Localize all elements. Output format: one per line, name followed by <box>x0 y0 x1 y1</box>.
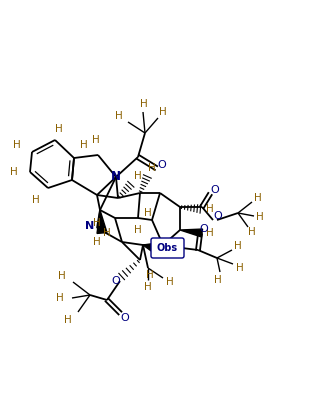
Text: H: H <box>56 293 64 303</box>
Text: N: N <box>85 221 95 231</box>
Text: O: O <box>120 313 129 323</box>
Text: H: H <box>206 228 214 238</box>
Text: H: H <box>144 208 152 218</box>
Text: O: O <box>112 276 120 286</box>
Text: H: H <box>148 163 156 173</box>
Text: H: H <box>115 111 123 121</box>
Polygon shape <box>180 229 203 237</box>
Text: H: H <box>58 271 66 281</box>
Text: Obs: Obs <box>157 243 177 253</box>
Text: H: H <box>55 124 63 134</box>
Text: H: H <box>214 275 222 285</box>
Text: H: H <box>140 99 148 109</box>
Text: H: H <box>248 227 256 237</box>
Text: H: H <box>134 225 142 235</box>
Text: H: H <box>93 237 101 247</box>
Text: H: H <box>13 140 21 150</box>
Text: H: H <box>159 107 167 117</box>
Text: H: H <box>144 282 152 292</box>
Text: H: H <box>234 241 242 251</box>
Polygon shape <box>143 243 156 253</box>
Text: O: O <box>213 211 222 221</box>
Text: H: H <box>166 277 174 287</box>
Text: H: H <box>92 135 100 145</box>
Text: N: N <box>111 170 121 183</box>
Text: H: H <box>80 140 88 150</box>
FancyBboxPatch shape <box>151 238 184 258</box>
Text: H: H <box>134 171 142 181</box>
Text: H: H <box>206 204 214 214</box>
Text: O: O <box>200 224 209 234</box>
Text: H: H <box>93 218 101 228</box>
Text: O: O <box>211 185 219 195</box>
Polygon shape <box>97 210 107 233</box>
Text: H: H <box>103 228 111 238</box>
Text: H: H <box>146 270 154 280</box>
Text: H: H <box>32 195 40 205</box>
Text: H: H <box>236 263 244 273</box>
Text: H: H <box>10 167 18 177</box>
Text: H: H <box>254 193 262 203</box>
Text: H: H <box>256 212 264 222</box>
Text: O: O <box>158 160 166 170</box>
Text: H: H <box>64 315 72 325</box>
